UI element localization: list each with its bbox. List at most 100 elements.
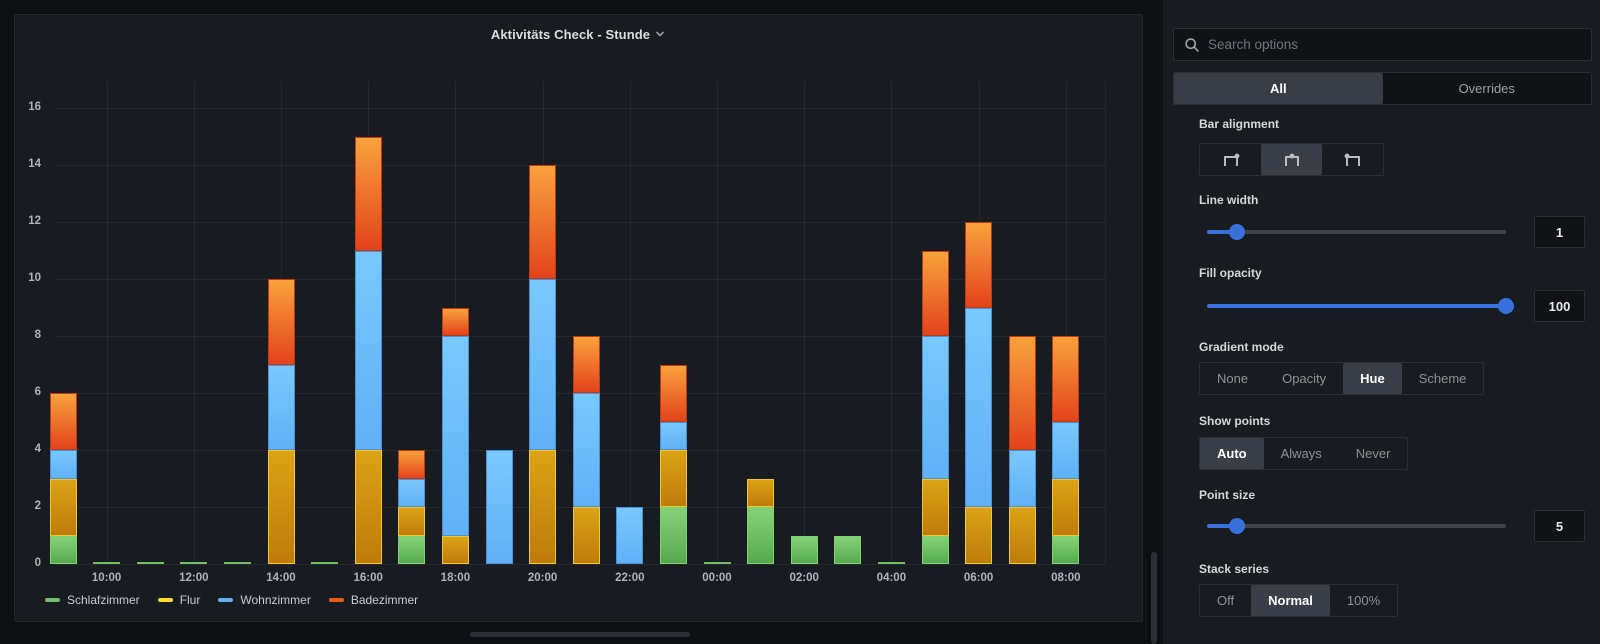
bar-segment-badezimmer[interactable] bbox=[441, 307, 469, 336]
bar-zero-line[interactable] bbox=[180, 562, 208, 564]
bar-segment-badezimmer[interactable] bbox=[529, 165, 557, 279]
y-gridline bbox=[55, 165, 1105, 166]
stack-series-option-100pct[interactable]: 100% bbox=[1346, 593, 1381, 608]
gradient-mode-option-none[interactable]: None bbox=[1217, 371, 1249, 386]
bar-segment-badezimmer[interactable] bbox=[965, 222, 993, 308]
bar-segment-wohnzimmer[interactable] bbox=[49, 450, 77, 479]
bar-zero-line[interactable] bbox=[223, 562, 251, 564]
bar-segment-schlafzimmer[interactable] bbox=[659, 507, 687, 564]
bar-segment-schlafzimmer[interactable] bbox=[921, 535, 949, 564]
bar-segment-wohnzimmer[interactable] bbox=[659, 421, 687, 450]
bar-segment-schlafzimmer[interactable] bbox=[1052, 535, 1080, 564]
bar-segment-wohnzimmer[interactable] bbox=[398, 478, 426, 507]
bar-segment-wohnzimmer[interactable] bbox=[572, 393, 600, 507]
bar-zero-line[interactable] bbox=[703, 562, 731, 564]
bar-zero-line[interactable] bbox=[311, 562, 339, 564]
legend-item-wohnzimmer[interactable]: Wohnzimmer bbox=[218, 593, 311, 607]
panel-title[interactable]: Aktivitäts Check - Stunde bbox=[15, 23, 1142, 45]
bar-segment-flur[interactable] bbox=[49, 478, 77, 536]
line-width-slider[interactable] bbox=[1207, 224, 1506, 240]
y-tick-label: 12 bbox=[28, 215, 41, 227]
legend-item-schlafzimmer[interactable]: Schlafzimmer bbox=[45, 593, 140, 607]
bar-segment-schlafzimmer[interactable] bbox=[747, 507, 775, 564]
bar-segment-flur[interactable] bbox=[267, 450, 295, 564]
bar-segment-wohnzimmer[interactable] bbox=[1052, 421, 1080, 479]
search-input[interactable] bbox=[1208, 29, 1588, 60]
bar-segment-badezimmer[interactable] bbox=[659, 364, 687, 422]
bar-segment-badezimmer[interactable] bbox=[921, 250, 949, 336]
gradient-mode-option-opacity[interactable]: Opacity bbox=[1282, 371, 1327, 386]
show-points-option-always[interactable]: Always bbox=[1280, 446, 1322, 461]
bar-segment-wohnzimmer[interactable] bbox=[616, 507, 644, 564]
bar-segment-wohnzimmer[interactable] bbox=[354, 250, 382, 450]
bar-zero-line[interactable] bbox=[93, 562, 121, 564]
line-width-value[interactable]: 1 bbox=[1534, 216, 1585, 248]
bar-segment-wohnzimmer[interactable] bbox=[485, 450, 513, 564]
bar-segment-badezimmer[interactable] bbox=[354, 136, 382, 251]
bar-segment-flur[interactable] bbox=[921, 478, 949, 536]
bar-alignment-center-icon[interactable] bbox=[1261, 144, 1322, 175]
bar-alignment-before-icon[interactable] bbox=[1322, 144, 1383, 175]
bar-segment-flur[interactable] bbox=[354, 450, 382, 564]
x-tick-label: 22:00 bbox=[615, 572, 645, 584]
bar-segment-schlafzimmer[interactable] bbox=[790, 535, 818, 564]
fill-opacity-value[interactable]: 100 bbox=[1534, 290, 1585, 322]
bar-segment-flur[interactable] bbox=[965, 507, 993, 564]
x-gridline bbox=[804, 81, 806, 564]
legend-item-badezimmer[interactable]: Badezimmer bbox=[328, 593, 418, 607]
bar-zero-line[interactable] bbox=[877, 562, 905, 564]
slider-handle[interactable] bbox=[1228, 224, 1245, 240]
fill-opacity-label: Fill opacity bbox=[1199, 266, 1262, 280]
bar-segment-badezimmer[interactable] bbox=[1008, 336, 1036, 450]
bar-segment-wohnzimmer[interactable] bbox=[965, 307, 993, 507]
stack-series-option-off[interactable]: Off bbox=[1217, 593, 1235, 608]
bar-segment-flur[interactable] bbox=[529, 450, 557, 564]
horizontal-scrollbar[interactable] bbox=[470, 632, 690, 637]
x-gridline bbox=[106, 81, 108, 564]
bar-segment-wohnzimmer[interactable] bbox=[921, 336, 949, 479]
x-tick-label: 16:00 bbox=[353, 572, 383, 584]
stack-series-option-normal[interactable]: Normal bbox=[1251, 585, 1330, 616]
show-points-option-never[interactable]: Never bbox=[1355, 446, 1391, 461]
slider-handle[interactable] bbox=[1228, 518, 1245, 534]
point-size-value[interactable]: 5 bbox=[1534, 510, 1585, 542]
legend-swatch bbox=[45, 598, 60, 602]
bar-segment-flur[interactable] bbox=[747, 478, 775, 507]
tab-overrides[interactable]: Overrides bbox=[1458, 81, 1515, 96]
bar-segment-flur[interactable] bbox=[659, 450, 687, 507]
bar-segment-schlafzimmer[interactable] bbox=[398, 535, 426, 564]
bar-segment-flur[interactable] bbox=[572, 507, 600, 564]
fill-opacity-slider[interactable] bbox=[1207, 298, 1514, 314]
bar-segment-wohnzimmer[interactable] bbox=[441, 336, 469, 536]
bar-segment-wohnzimmer[interactable] bbox=[1008, 450, 1036, 507]
point-size-slider[interactable] bbox=[1207, 518, 1506, 534]
slider-handle[interactable] bbox=[1498, 298, 1514, 314]
bar-segment-flur[interactable] bbox=[398, 507, 426, 536]
bar-segment-badezimmer[interactable] bbox=[572, 336, 600, 393]
tab-all[interactable]: All bbox=[1174, 73, 1383, 104]
bar-segment-schlafzimmer[interactable] bbox=[49, 535, 77, 564]
legend-item-flur[interactable]: Flur bbox=[157, 593, 200, 607]
bar-segment-badezimmer[interactable] bbox=[49, 393, 77, 450]
bar-segment-flur[interactable] bbox=[1008, 507, 1036, 564]
bar-segment-flur[interactable] bbox=[1052, 478, 1080, 536]
bar-segment-badezimmer[interactable] bbox=[398, 450, 426, 479]
gradient-mode-option-scheme[interactable]: Scheme bbox=[1418, 371, 1467, 386]
x-tick-label: 14:00 bbox=[266, 572, 296, 584]
bar-segment-badezimmer[interactable] bbox=[267, 279, 295, 365]
bar-segment-wohnzimmer[interactable] bbox=[529, 279, 557, 450]
bar-segment-flur[interactable] bbox=[441, 535, 469, 564]
point-size-label: Point size bbox=[1199, 488, 1256, 502]
show-points-option-auto[interactable]: Auto bbox=[1200, 438, 1264, 469]
bar-segment-wohnzimmer[interactable] bbox=[267, 364, 295, 450]
bar-alignment-after-icon[interactable] bbox=[1200, 144, 1261, 175]
chart-canvas[interactable]: 0 2 4 6 8 10 12 14 16 10:00 12:00 14:00 16:00 18:00 20… bbox=[15, 15, 1142, 621]
y-tick-label: 4 bbox=[34, 443, 41, 455]
bar-segment-badezimmer[interactable] bbox=[1052, 336, 1080, 422]
plot-right-edge bbox=[1105, 81, 1106, 564]
bar-segment-schlafzimmer[interactable] bbox=[834, 535, 862, 564]
options-scrollbar[interactable] bbox=[1151, 552, 1157, 644]
gradient-mode-option-hue[interactable]: Hue bbox=[1343, 363, 1402, 394]
bar-zero-line[interactable] bbox=[136, 562, 164, 564]
